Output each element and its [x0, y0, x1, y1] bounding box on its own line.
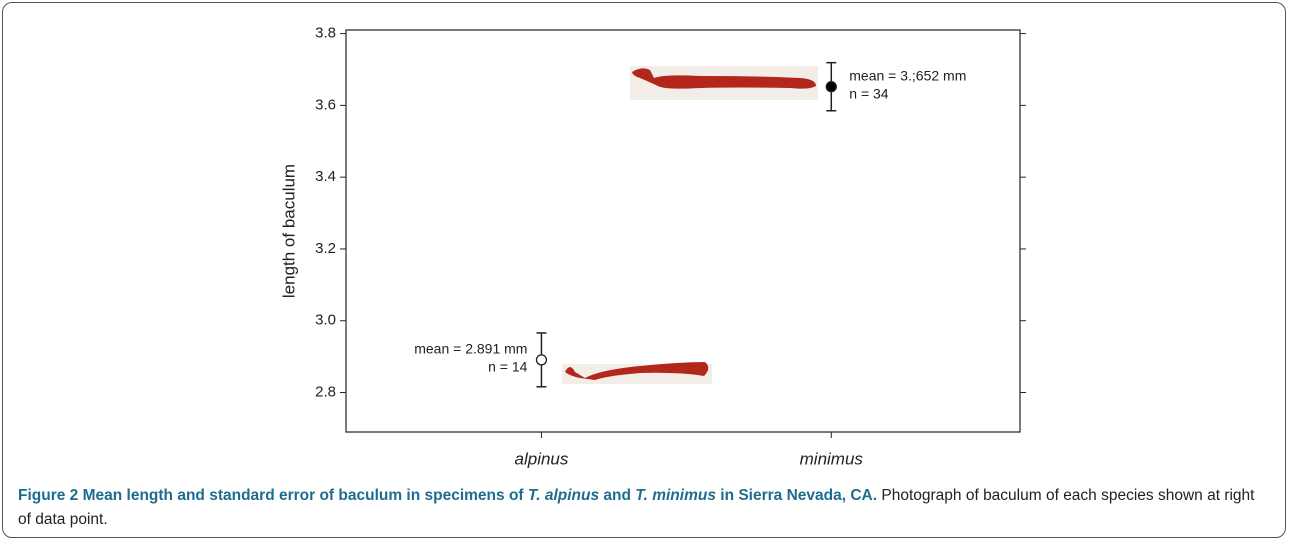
caption-title: in Sierra Nevada, CA.	[720, 487, 877, 504]
caption-species: T. alpinus	[528, 487, 599, 504]
y-tick-label: 3.8	[315, 25, 336, 42]
chart: length of baculum 2.8 3.0 3.2 3.4 3.6 3.8 alpi…	[0, 0, 1290, 480]
baculum-photo	[630, 66, 818, 100]
y-tick-label: 3.0	[315, 312, 336, 329]
caption-species: T. minimus	[635, 487, 716, 504]
caption-label: Figure 2	[18, 487, 78, 504]
annotation: mean = 2.891 mm	[414, 341, 527, 357]
x-tick-label: minimus	[800, 449, 864, 468]
y-tick-label: 2.8	[315, 383, 336, 400]
caption-title: Mean length and standard error of baculu…	[83, 487, 524, 504]
annotation: n = 14	[488, 359, 528, 375]
page: {"chart_data": {"type": "errorbar", "yla…	[0, 0, 1290, 542]
caption: Figure 2 Mean length and standard error …	[18, 484, 1268, 532]
annotation: n = 34	[849, 85, 889, 101]
y-tick-label: 3.2	[315, 240, 336, 257]
y-tick-label: 3.4	[315, 168, 336, 185]
baculum-photo	[562, 362, 712, 384]
y-tick-label: 3.6	[315, 96, 336, 113]
annotation: mean = 3.;652 mm	[849, 67, 966, 83]
mean-point	[826, 82, 836, 92]
y-axis-label: length of baculum	[279, 164, 298, 298]
caption-title: and	[603, 487, 631, 504]
x-tick-label: alpinus	[515, 449, 569, 468]
mean-point	[536, 355, 546, 365]
